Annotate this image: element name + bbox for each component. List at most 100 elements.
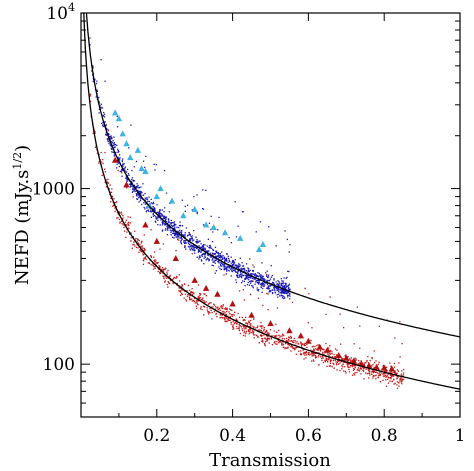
data-point xyxy=(282,346,284,349)
data-point xyxy=(140,249,142,251)
data-point xyxy=(223,310,225,313)
data-point xyxy=(224,269,226,271)
data-point xyxy=(219,268,221,270)
data-point xyxy=(166,224,168,226)
data-point xyxy=(184,246,186,248)
data-point xyxy=(373,369,375,372)
data-point xyxy=(211,264,213,266)
data-point xyxy=(226,320,228,323)
data-point xyxy=(194,252,196,254)
data-point xyxy=(258,329,260,331)
data-point xyxy=(359,347,361,349)
data-point xyxy=(232,324,234,326)
data-point xyxy=(208,260,210,262)
data-point xyxy=(136,198,138,200)
data-point xyxy=(270,337,272,339)
data-point xyxy=(152,268,155,270)
data-point xyxy=(126,180,129,182)
data-point xyxy=(229,266,231,268)
data-point xyxy=(305,351,307,353)
data-point xyxy=(119,154,121,156)
data-point xyxy=(240,271,242,273)
data-point xyxy=(282,282,284,284)
data-point xyxy=(349,366,351,368)
data-point xyxy=(202,297,204,299)
data-point xyxy=(245,276,247,279)
data-point xyxy=(234,270,236,272)
triangle-point xyxy=(146,202,153,209)
data-point xyxy=(275,245,277,247)
data-point xyxy=(237,266,240,268)
data-point xyxy=(162,268,165,271)
data-point xyxy=(166,284,168,286)
data-point xyxy=(107,182,110,184)
data-point xyxy=(248,270,251,272)
data-point xyxy=(162,222,164,224)
data-point xyxy=(371,357,373,360)
data-point xyxy=(238,268,240,270)
data-point xyxy=(261,331,264,333)
data-point xyxy=(157,213,159,215)
data-point xyxy=(214,253,216,255)
data-point xyxy=(282,286,285,288)
data-point xyxy=(259,221,262,223)
data-point xyxy=(176,234,178,236)
data-point xyxy=(342,358,344,360)
data-point xyxy=(148,262,150,264)
data-point xyxy=(317,344,319,346)
data-point xyxy=(250,324,252,327)
data-point xyxy=(138,201,140,203)
data-point xyxy=(374,371,377,373)
data-point xyxy=(175,233,177,236)
data-point xyxy=(167,281,169,283)
data-point xyxy=(145,211,147,213)
data-point xyxy=(220,262,222,264)
data-point xyxy=(376,372,379,374)
data-point xyxy=(158,212,160,214)
data-point xyxy=(288,283,291,285)
data-point xyxy=(165,276,167,278)
data-point xyxy=(202,208,205,210)
data-point xyxy=(209,247,211,249)
data-point xyxy=(138,251,140,254)
data-point xyxy=(379,381,382,383)
data-point xyxy=(278,282,280,284)
data-point xyxy=(373,367,375,370)
data-point xyxy=(145,258,147,260)
data-point xyxy=(250,276,253,278)
data-point xyxy=(396,372,398,374)
data-point xyxy=(326,358,328,360)
data-point xyxy=(244,319,246,322)
data-point xyxy=(198,245,200,247)
data-point xyxy=(369,374,371,376)
data-point xyxy=(300,342,302,344)
data-point xyxy=(167,222,169,224)
data-point xyxy=(135,246,138,248)
data-point xyxy=(187,294,189,296)
data-point xyxy=(128,227,130,229)
data-point xyxy=(230,270,233,272)
data-point xyxy=(283,287,285,289)
data-point xyxy=(254,274,256,276)
data-point xyxy=(231,260,234,262)
data-point xyxy=(398,362,400,364)
data-point xyxy=(174,233,177,235)
data-point xyxy=(107,138,109,140)
triangle-point xyxy=(388,365,395,372)
data-point xyxy=(109,184,111,186)
data-point xyxy=(270,284,272,286)
data-point xyxy=(223,265,225,267)
data-point xyxy=(305,354,308,356)
data-point xyxy=(209,244,211,247)
data-point xyxy=(258,279,260,282)
data-point xyxy=(262,276,264,278)
data-point xyxy=(278,334,280,337)
data-point xyxy=(225,308,227,310)
data-point xyxy=(188,242,190,245)
data-point xyxy=(144,192,146,195)
data-point xyxy=(164,229,167,231)
data-point xyxy=(172,229,174,231)
data-point xyxy=(355,365,357,367)
data-point xyxy=(285,290,287,292)
data-point xyxy=(140,250,142,253)
